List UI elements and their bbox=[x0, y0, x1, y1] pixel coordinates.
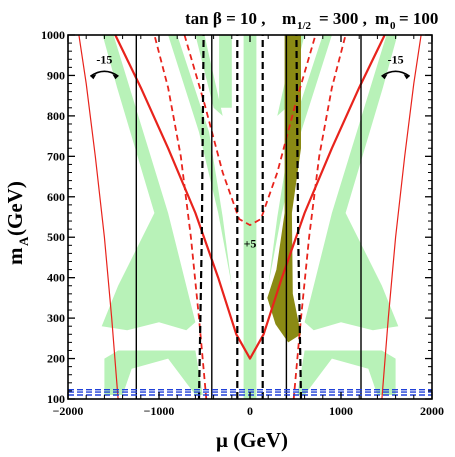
x-tick-label-4: 2000 bbox=[420, 404, 444, 418]
relic-density-band-9 bbox=[219, 35, 232, 108]
relic-density-band-2 bbox=[101, 35, 196, 331]
y-tick-label-4: 500 bbox=[47, 230, 65, 244]
y-axis-title-subscript: A bbox=[16, 236, 31, 246]
annotation-arrow-1 bbox=[381, 70, 411, 77]
region-layer bbox=[101, 35, 399, 399]
annotation-arrowhead-left-1 bbox=[381, 74, 388, 80]
y-axis-title-unit: (GeV) bbox=[3, 181, 27, 236]
annotation-label-2: +5 bbox=[244, 236, 257, 250]
series-red-dashed-right-4 bbox=[292, 35, 347, 399]
y-tick-label-6: 700 bbox=[47, 149, 65, 163]
relic-density-band-6 bbox=[195, 35, 223, 116]
annotation-arrow-0 bbox=[89, 70, 119, 77]
y-tick-label-7: 800 bbox=[47, 109, 65, 123]
title-mhalf-symbol: m bbox=[282, 9, 296, 28]
series-red-dashed-v-5 bbox=[183, 35, 317, 226]
x-tick-label-3: 1000 bbox=[329, 404, 353, 418]
title-m0-value: = 100 bbox=[399, 9, 438, 28]
series-red-solid-outer-left-0 bbox=[78, 35, 119, 399]
annotation-arrowhead-left-0 bbox=[90, 74, 97, 80]
x-tick-label-1: −1000 bbox=[144, 404, 175, 418]
x-axis-title: μ (GeV) bbox=[216, 428, 288, 452]
chart-title: tan β = 10 , m 1/2 = 300 , m 0 = 100 bbox=[185, 9, 438, 32]
x-tick-label-2: 0 bbox=[247, 404, 253, 418]
excluded-region-10 bbox=[267, 35, 301, 343]
y-tick-label-1: 200 bbox=[47, 352, 65, 366]
tick-layer: −2000 −1000 0 1000 2000 100 200 300 400 500 600 700… bbox=[41, 28, 444, 418]
y-tick-label-0: 100 bbox=[47, 392, 65, 406]
y-axis-title-main: m bbox=[3, 247, 27, 265]
relic-density-band-0 bbox=[104, 350, 203, 395]
x-tick-label-0: −2000 bbox=[53, 404, 84, 418]
title-m0-symbol: m bbox=[375, 9, 389, 28]
annotation-arrowhead-right-1 bbox=[403, 74, 410, 80]
title-tanbeta: tan β = 10 , bbox=[185, 9, 266, 28]
relic-density-band-1 bbox=[297, 350, 396, 395]
series-red-dashed-left-3 bbox=[153, 35, 208, 399]
title-mhalf-value: = 300 , bbox=[319, 9, 367, 28]
y-tick-label-5: 600 bbox=[47, 190, 65, 204]
annotation-layer: -15 -15 +5 bbox=[89, 52, 411, 250]
y-tick-label-2: 300 bbox=[47, 311, 65, 325]
series-red-solid-outer-right-1 bbox=[381, 35, 422, 399]
annotation-label-0: -15 bbox=[96, 52, 112, 66]
annotation-label-1: -15 bbox=[388, 52, 404, 66]
series-red-solid-v-2 bbox=[114, 35, 386, 360]
y-axis-title: m A (GeV) bbox=[3, 181, 31, 265]
relic-density-band-3 bbox=[304, 35, 399, 331]
title-m0-subscript: 0 bbox=[390, 20, 396, 32]
title-mhalf-subscript: 1/2 bbox=[297, 20, 312, 32]
y-tick-label-9: 1000 bbox=[41, 28, 65, 42]
relic-density-band-8 bbox=[243, 35, 257, 399]
y-tick-label-8: 900 bbox=[47, 68, 65, 82]
y-tick-label-3: 400 bbox=[47, 271, 65, 285]
annotation-arrowhead-right-0 bbox=[112, 74, 119, 80]
